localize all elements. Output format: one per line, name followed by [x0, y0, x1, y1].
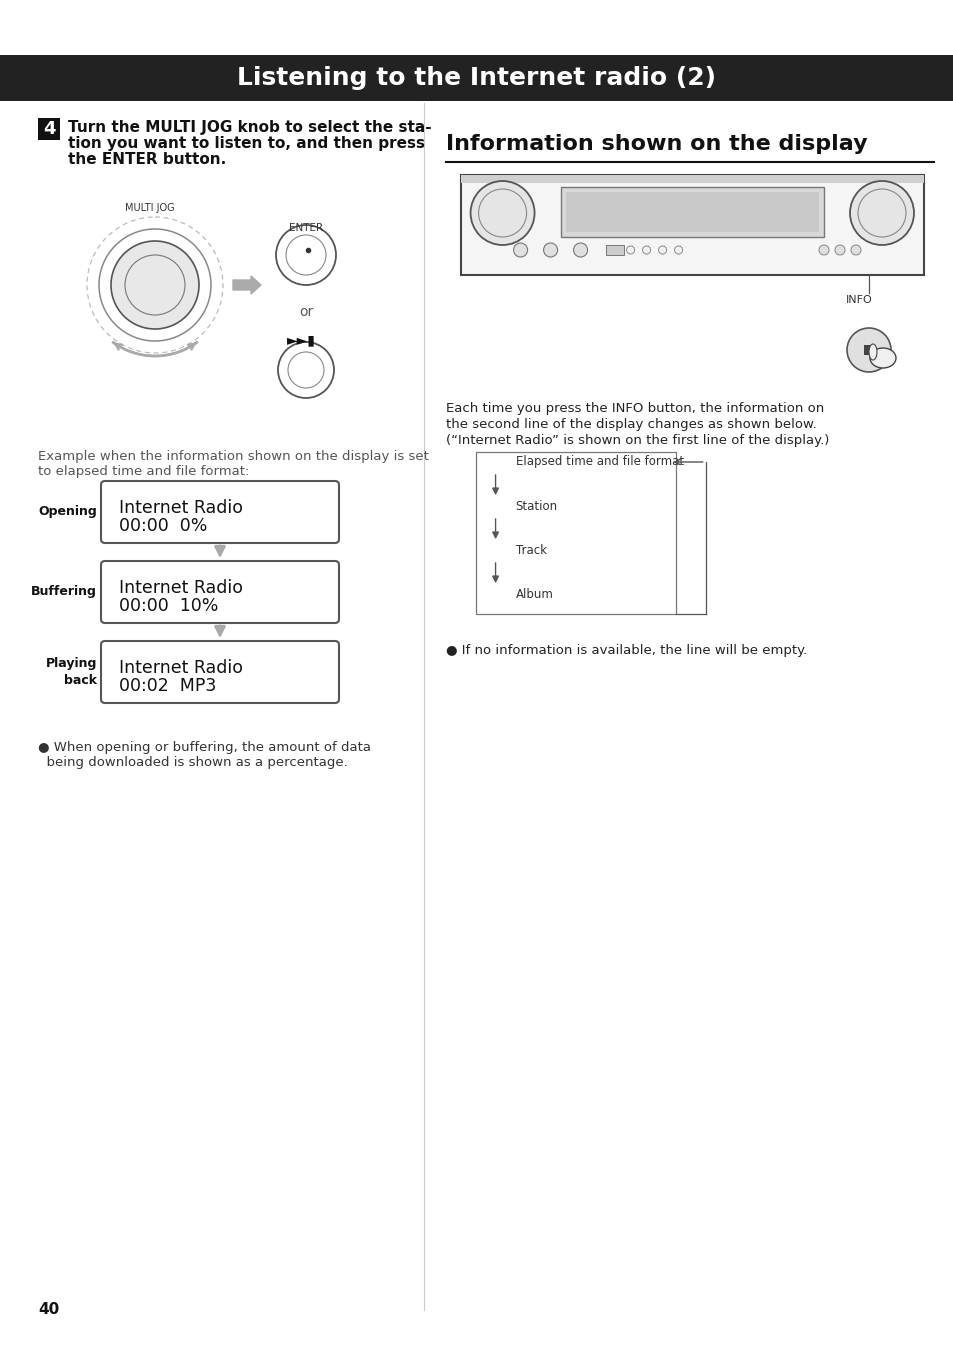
Text: Buffering: Buffering: [31, 585, 97, 599]
Circle shape: [470, 181, 534, 245]
Text: INFO: INFO: [844, 295, 871, 305]
Text: 00:00  0%: 00:00 0%: [119, 518, 207, 535]
Circle shape: [818, 245, 828, 255]
Circle shape: [849, 181, 913, 245]
Circle shape: [850, 245, 861, 255]
Text: Listening to the Internet radio (2): Listening to the Internet radio (2): [237, 66, 716, 90]
Bar: [476, 452, 675, 613]
Bar: [605, 245, 623, 255]
Bar: [38, 119, 60, 140]
Bar: [560, 187, 823, 237]
Text: Example when the information shown on the display is set: Example when the information shown on th…: [38, 450, 429, 462]
Text: being downloaded is shown as a percentage.: being downloaded is shown as a percentag…: [38, 756, 348, 768]
Text: the ENTER button.: the ENTER button.: [68, 152, 226, 167]
Text: Internet Radio: Internet Radio: [119, 499, 243, 518]
Bar: [565, 191, 818, 232]
Text: tion you want to listen to, and then press: tion you want to listen to, and then pre…: [68, 136, 424, 151]
Bar: [0, 55, 953, 101]
Text: ENTER: ENTER: [289, 222, 323, 233]
Text: Album: Album: [515, 588, 553, 600]
Bar: [863, 345, 873, 355]
Text: Information shown on the display: Information shown on the display: [445, 133, 866, 154]
Text: Station: Station: [515, 500, 558, 512]
FancyBboxPatch shape: [101, 561, 338, 623]
Text: to elapsed time and file format:: to elapsed time and file format:: [38, 465, 249, 479]
Text: 00:00  10%: 00:00 10%: [119, 597, 218, 615]
Text: or: or: [298, 305, 313, 319]
Ellipse shape: [869, 348, 895, 368]
Circle shape: [846, 328, 890, 372]
Text: Each time you press the INFO button, the information on: Each time you press the INFO button, the…: [445, 402, 823, 415]
Text: MULTI JOG: MULTI JOG: [125, 204, 174, 213]
Text: 40: 40: [38, 1302, 59, 1317]
Circle shape: [573, 243, 587, 257]
Text: ● When opening or buffering, the amount of data: ● When opening or buffering, the amount …: [38, 741, 371, 754]
Text: ● If no information is available, the line will be empty.: ● If no information is available, the li…: [445, 644, 806, 656]
Text: the second line of the display changes as shown below.: the second line of the display changes a…: [445, 418, 816, 431]
Circle shape: [513, 243, 527, 257]
Text: Internet Radio: Internet Radio: [119, 580, 243, 597]
FancyBboxPatch shape: [460, 175, 923, 275]
FancyArrow shape: [233, 276, 261, 294]
Text: 00:02  MP3: 00:02 MP3: [119, 677, 216, 696]
Text: Elapsed time and file format: Elapsed time and file format: [515, 456, 683, 469]
Circle shape: [543, 243, 557, 257]
Text: Track: Track: [515, 543, 546, 557]
Text: 4: 4: [43, 120, 55, 137]
FancyBboxPatch shape: [101, 481, 338, 543]
Text: back: back: [64, 674, 97, 686]
Circle shape: [111, 241, 199, 329]
Text: Turn the MULTI JOG knob to select the sta-: Turn the MULTI JOG knob to select the st…: [68, 120, 431, 135]
Text: Playing: Playing: [46, 658, 97, 670]
Circle shape: [834, 245, 844, 255]
Text: Internet Radio: Internet Radio: [119, 659, 243, 677]
FancyBboxPatch shape: [101, 642, 338, 704]
Ellipse shape: [868, 344, 876, 360]
Text: Opening: Opening: [38, 506, 97, 519]
Text: (“Internet Radio” is shown on the first line of the display.): (“Internet Radio” is shown on the first …: [445, 434, 828, 448]
Text: ►►▮: ►►▮: [286, 333, 315, 346]
Bar: [460, 175, 923, 183]
